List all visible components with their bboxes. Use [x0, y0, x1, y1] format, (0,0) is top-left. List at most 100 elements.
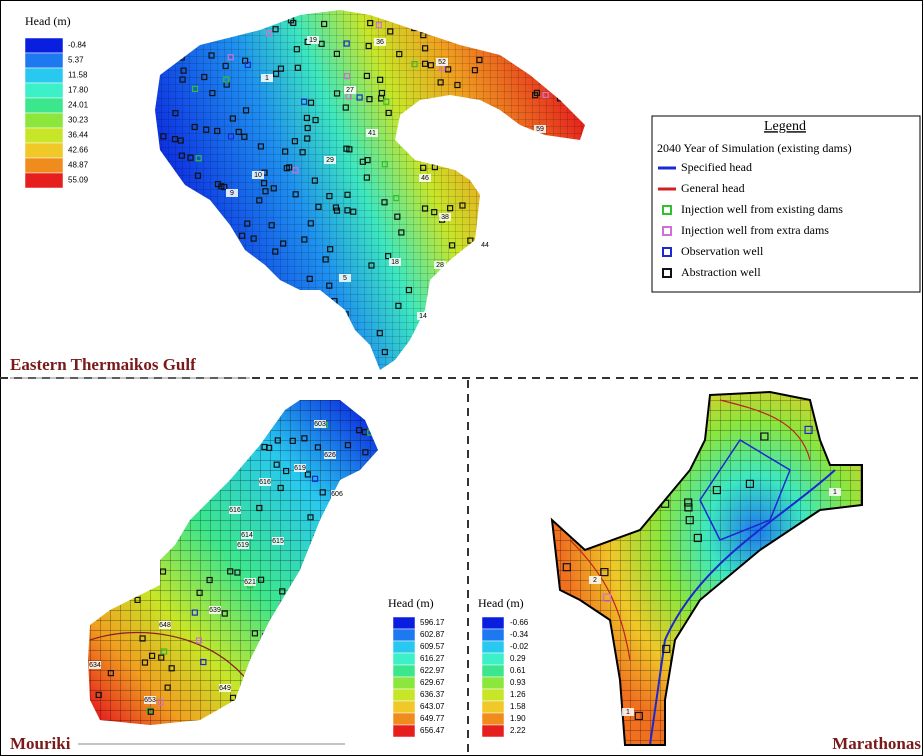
well	[518, 279, 523, 284]
well	[503, 158, 508, 163]
well	[151, 124, 156, 129]
well	[298, 662, 303, 667]
well	[501, 345, 506, 350]
colorbar-label: 636.37	[420, 690, 445, 699]
well	[312, 633, 317, 638]
colorbar-title: Head (m)	[388, 596, 434, 610]
well	[418, 130, 423, 135]
well	[150, 172, 155, 177]
contour-label: 634	[89, 662, 101, 669]
well	[187, 307, 192, 312]
contour-label: 52	[438, 59, 446, 66]
colorbar-label: 1.26	[510, 690, 526, 699]
well	[468, 340, 473, 345]
well	[202, 266, 207, 271]
well	[566, 738, 573, 745]
mouriki-map	[80, 390, 390, 735]
well	[319, 295, 324, 300]
well	[493, 343, 498, 348]
well	[250, 350, 255, 355]
color-swatch	[482, 701, 504, 713]
well	[93, 456, 98, 461]
well	[581, 12, 586, 17]
well	[377, 405, 382, 410]
color-swatch	[25, 113, 63, 128]
well	[122, 460, 127, 465]
legend-label: Injection well from extra dams	[681, 223, 829, 237]
well	[437, 151, 442, 156]
well	[409, 357, 414, 362]
color-swatch	[25, 143, 63, 158]
color-swatch	[482, 689, 504, 701]
color-swatch	[25, 158, 63, 173]
well	[231, 247, 236, 252]
well	[151, 313, 156, 318]
well	[575, 415, 582, 422]
color-swatch	[25, 128, 63, 143]
eastern-map	[140, 0, 600, 380]
well	[284, 328, 289, 333]
well	[574, 406, 581, 413]
contour-label: 616	[229, 507, 241, 514]
well	[155, 725, 160, 730]
well	[692, 400, 699, 407]
well	[372, 494, 377, 499]
well	[224, 407, 229, 412]
color-swatch	[482, 653, 504, 665]
well	[371, 604, 376, 609]
well	[496, 164, 501, 169]
well	[246, 678, 251, 683]
well	[345, 635, 350, 640]
well	[838, 395, 845, 402]
well	[322, 307, 327, 312]
contour-label: 649	[219, 685, 231, 692]
well	[615, 421, 622, 428]
color-swatch	[25, 173, 63, 188]
well	[349, 479, 354, 484]
panel-title: Eastern Thermaikos Gulf	[10, 355, 196, 374]
well	[461, 109, 466, 114]
well	[208, 265, 213, 270]
colorbar-label: 0.93	[510, 678, 526, 687]
well	[156, 18, 161, 23]
well	[304, 722, 309, 727]
well	[483, 173, 488, 178]
well	[461, 261, 466, 266]
well	[490, 275, 495, 280]
contour-label: 639	[209, 607, 221, 614]
color-swatch	[393, 629, 415, 641]
color-swatch	[393, 701, 415, 713]
well	[573, 703, 580, 710]
figure: Legend 2040 Year of Simulation (existing…	[0, 0, 923, 756]
well	[429, 309, 434, 314]
legend-label: Specified head	[681, 160, 752, 174]
colorbar-label: 0.61	[510, 666, 526, 675]
well	[567, 148, 572, 153]
well	[689, 671, 696, 678]
colorbar-label: 5.37	[68, 56, 84, 65]
well	[494, 191, 499, 196]
colorbar-label: -0.02	[510, 642, 529, 651]
well	[357, 688, 362, 693]
well	[534, 221, 539, 226]
well	[438, 13, 443, 18]
colorbar-label: 656.47	[420, 726, 445, 735]
well	[674, 722, 681, 729]
color-swatch	[25, 38, 63, 53]
well	[712, 703, 719, 710]
color-swatch	[482, 725, 504, 737]
well	[559, 76, 564, 81]
well	[184, 327, 189, 332]
colorbar-label: 596.17	[420, 618, 445, 627]
contour-label: 606	[331, 491, 343, 498]
colorbar-label: 602.87	[420, 630, 445, 639]
well	[321, 643, 326, 648]
well	[343, 540, 348, 545]
well	[196, 257, 201, 262]
well	[222, 10, 227, 15]
well	[328, 589, 333, 594]
well	[531, 49, 536, 54]
well	[345, 646, 350, 651]
well	[348, 553, 353, 558]
well	[163, 226, 168, 231]
